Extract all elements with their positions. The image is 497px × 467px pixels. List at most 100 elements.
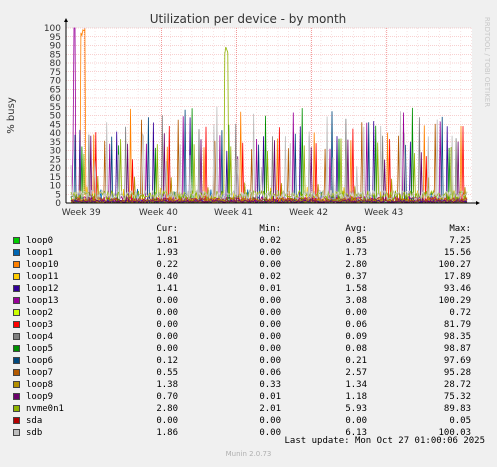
legend-swatch [13,417,20,424]
y-tick-label: 5 [55,190,61,200]
legend-value-min: 0.00 [259,260,281,270]
legend-series-name: loop5 [26,344,54,354]
y-tick-label: 65 [50,85,61,95]
legend-value-min: 0.33 [259,380,281,390]
legend-value-max: 7.25 [449,236,471,246]
y-tick-label: 40 [50,129,62,139]
legend-series-name: loop12 [26,284,59,294]
legend-value-min: 0.00 [259,428,281,438]
legend-value-cur: 0.00 [156,308,178,318]
legend-swatch [13,273,20,280]
rrdtool-label: RRDTOOL / TOBI OETIKER [483,17,491,107]
y-axis-label: % busy [6,97,17,134]
utilization-chart: Utilization per device - by month % busy R… [6,12,491,218]
legend-value-cur: 0.00 [156,332,178,342]
legend-series-name: loop3 [26,320,54,330]
legend-row-loop11: loop11 0.40 0.02 0.37 17.89 [0,271,497,283]
y-tick-label: 10 [50,182,62,192]
legend-header-cur: Cur: [156,224,178,234]
legend-value-max: 81.79 [443,320,471,330]
legend-series-name: loop6 [26,356,54,366]
legend-swatch [13,261,20,268]
x-axis-arrow [476,201,480,205]
legend-swatch [13,249,20,256]
legend-row-nvme0n1: nvme0n1 2.80 2.01 5.93 89.83 [0,403,497,415]
legend-row-loop4: loop4 0.00 0.00 0.09 98.35 [0,331,497,343]
legend-value-max: 17.89 [443,272,471,282]
legend-value-cur: 1.81 [156,236,178,246]
legend-series-name: loop0 [26,236,54,246]
legend-swatch [13,345,20,352]
legend-row-loop7: loop7 0.55 0.06 2.57 95.28 [0,367,497,379]
legend-swatch [13,333,20,340]
legend-value-avg: 0.00 [345,308,367,318]
legend-value-max: 89.83 [443,404,471,414]
y-tick-label: 45 [50,120,61,130]
legend-swatch [13,429,20,436]
legend-series-name: loop7 [26,368,54,378]
legend-value-max: 28.72 [443,380,471,390]
legend-value-min: 2.01 [259,404,281,414]
legend-header-avg: Avg: [345,224,367,234]
legend-value-avg: 0.06 [345,320,367,330]
legend-value-cur: 1.38 [156,380,178,390]
legend-swatch [13,297,20,304]
series-line-sdb [70,106,468,201]
y-tick-label: 35 [50,138,61,148]
legend-series-name: sda [26,416,43,426]
legend-series-name: loop10 [26,260,59,270]
legend-value-min: 0.00 [259,332,281,342]
legend-value-min: 0.00 [259,320,281,330]
legend-value-cur: 1.41 [156,284,178,294]
legend-swatch [13,321,20,328]
legend-value-cur: 0.00 [156,344,178,354]
legend-swatch [13,285,20,292]
legend-value-max: 15.56 [443,248,471,258]
legend-value-avg: 0.00 [345,416,367,426]
series-line-loop7 [70,119,468,204]
legend-value-min: 0.00 [259,296,281,306]
y-tick-label: 50 [50,112,62,122]
legend-series-name: loop2 [26,308,54,318]
legend-value-cur: 0.70 [156,392,178,402]
y-tick-label: 75 [50,68,61,78]
legend-row-loop9: loop9 0.70 0.01 1.18 75.32 [0,391,497,403]
legend-value-cur: 0.22 [156,260,178,270]
legend-value-max: 98.87 [443,344,471,354]
legend-series-name: loop1 [26,248,54,258]
legend-swatch [13,381,20,388]
legend-value-avg: 5.93 [345,404,367,414]
legend-series-name: sdb [26,428,43,438]
legend-value-avg: 0.37 [345,272,367,282]
y-tick-label: 100 [44,24,61,34]
y-tick-label: 30 [50,147,62,157]
legend-value-min: 0.00 [259,344,281,354]
y-tick-label: 70 [50,77,62,87]
legend-value-min: 0.02 [259,272,281,282]
legend-value-max: 93.46 [443,284,471,294]
legend-value-min: 0.00 [259,416,281,426]
legend-value-avg: 3.08 [345,296,367,306]
legend-value-max: 0.72 [449,308,471,318]
legend-value-max: 100.29 [438,296,471,306]
legend-row-sda: sda 0.00 0.00 0.00 0.05 [0,415,497,427]
legend-value-avg: 1.34 [345,380,367,390]
y-tick-label: 20 [50,164,62,174]
legend-swatch [13,237,20,244]
x-tick-label: Week 42 [289,208,328,218]
legend-row-loop1: loop1 1.93 0.00 1.73 15.56 [0,247,497,259]
munin-version: Munin 2.0.73 [225,450,272,458]
legend-value-cur: 0.12 [156,356,178,366]
legend-value-max: 100.03 [438,428,471,438]
x-tick-label: Week 39 [62,208,101,218]
legend-value-min: 0.00 [259,356,281,366]
y-tick-label: 25 [50,155,61,165]
legend-value-min: 0.02 [259,236,281,246]
x-tick-label: Week 40 [139,208,178,218]
legend-value-avg: 0.21 [345,356,367,366]
legend-value-max: 98.35 [443,332,471,342]
legend-value-cur: 0.00 [156,416,178,426]
legend-header-max: Max: [449,224,471,234]
legend-series-name: nvme0n1 [26,404,64,414]
legend-value-cur: 2.80 [156,404,178,414]
